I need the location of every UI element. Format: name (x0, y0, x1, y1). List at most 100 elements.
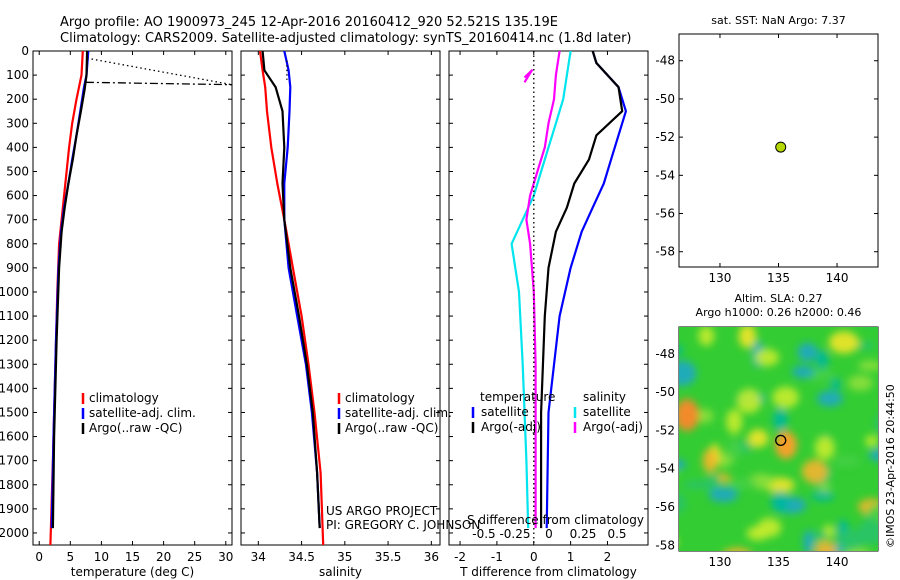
temperature-legend-label: climatology (89, 391, 159, 405)
diff-secondary-tick-label: 0 (545, 527, 553, 541)
sla-blob (725, 547, 750, 551)
sla-map-ytick-label: -56 (655, 500, 675, 514)
sla-blob (738, 327, 757, 349)
depth-tick-label: 600 (6, 189, 29, 203)
sla-blob (801, 459, 828, 484)
sst-map-title: sat. SST: NaN Argo: 7.37 (711, 14, 845, 27)
sla-blob (747, 429, 769, 448)
salinity-xlabel: salinity (319, 565, 362, 579)
temperature-legend-label: Argo(..raw -QC) (89, 421, 182, 435)
sla-map-ytick-label: -58 (655, 538, 675, 552)
sla-map-xtick-label: 135 (767, 555, 790, 569)
sst-float-marker (775, 141, 787, 153)
sla-blob (858, 360, 878, 371)
sst-map-xtick-label: 135 (767, 271, 790, 285)
diff-legend-label: satellite (481, 405, 529, 419)
sla-map-ytick-label: -48 (655, 347, 675, 361)
salinity-legend-label: satellite-adj. clim. (345, 406, 452, 420)
sst-map-ytick-label: -48 (655, 54, 675, 68)
difference-frame (448, 50, 649, 546)
temperature-xtick-label: 15 (125, 550, 140, 564)
project-annotation: US ARGO PROJECT (326, 504, 438, 518)
difference-xtick-label: -1 (491, 550, 503, 564)
sla-blob (728, 478, 758, 489)
temperature-xtick-label: 10 (94, 550, 109, 564)
sla-blob (679, 459, 687, 470)
sla-blob (864, 310, 877, 325)
depth-tick-label: 1400 (0, 381, 29, 395)
temperature-frame (32, 50, 233, 546)
sla-blob (660, 314, 679, 324)
sst-map-ytick-label: -50 (655, 92, 675, 106)
sla-blob (797, 342, 818, 362)
sla-map-xtick-label: 130 (709, 555, 732, 569)
sla-field (660, 310, 878, 551)
sla-blob (814, 540, 837, 551)
depth-tick-label: 1800 (0, 478, 29, 492)
sla-blob (828, 331, 860, 354)
sla-blob (736, 388, 762, 414)
pi-annotation: PI: GREGORY C. JOHNSON (326, 518, 480, 532)
sla-blob (791, 365, 815, 379)
sla-map-title-1: Altim. SLA: 0.27 (734, 292, 822, 305)
depth-tick-label: 200 (6, 92, 29, 106)
sla-blob (811, 491, 835, 501)
temperature-legend-label: satellite-adj. clim. (89, 406, 196, 420)
depth-tick-label: 0 (21, 44, 29, 58)
sla-blob (705, 473, 721, 490)
temperature-series-1 (50, 51, 90, 529)
salinity-xtick-label: 35.5 (375, 550, 402, 564)
salinity-xtick-label: 35 (337, 550, 352, 564)
sla-blobs (660, 310, 878, 551)
difference-xtick-label: 1 (567, 550, 575, 564)
sla-map-title-2: Argo h1000: 0.26 h2000: 0.46 (696, 306, 862, 319)
diff-legend-title-right: salinity (583, 390, 626, 404)
sla-blob (679, 360, 697, 386)
temperature-xtick-label: 20 (156, 550, 171, 564)
depth-tick-label: 1900 (0, 502, 29, 516)
depth-tick-label: 1700 (0, 454, 29, 468)
sla-warm-blob (775, 431, 797, 459)
depth-tick-label: 300 (6, 116, 29, 130)
sla-blob (847, 375, 873, 391)
sla-blob (803, 529, 814, 551)
diff-secondary-tick-label: -0.5 (472, 527, 495, 541)
sla-blob (698, 327, 715, 346)
sla-float-marker (775, 434, 787, 447)
sst-map-xtick-label: 140 (826, 271, 849, 285)
diff-secondary-tick-label: 0.25 (570, 527, 597, 541)
sla-blob (708, 487, 739, 503)
depth-tick-label: 800 (6, 237, 29, 251)
temperature-series-4 (85, 81, 232, 86)
depth-tick-label: 1100 (0, 309, 29, 323)
sla-blob (682, 480, 713, 490)
sla-blob (771, 490, 789, 513)
diff-secondary-xlabel: S difference from climatology (467, 513, 644, 527)
difference-series-0 (545, 51, 628, 529)
sla-map-ytick-label: -50 (655, 385, 675, 399)
difference-series-3 (525, 51, 561, 529)
sla-blob (726, 409, 743, 434)
sla-blob (875, 415, 878, 433)
salinity-frame (240, 50, 441, 546)
depth-tick-label: 1000 (0, 285, 29, 299)
sla-blob (867, 503, 878, 522)
depth-tick-label: 1200 (0, 333, 29, 347)
sla-map-ytick-label: -52 (655, 423, 675, 437)
sla-blob (679, 493, 687, 513)
header-line-1: Argo profile: AO 1900973_245 12-Apr-2016… (60, 15, 558, 30)
salinity-xtick-label: 36 (424, 550, 439, 564)
sla-blob (830, 378, 841, 391)
sla-blob (813, 530, 828, 542)
sla-blob (834, 530, 865, 551)
depth-tick-label: 900 (6, 261, 29, 275)
diff-secondary-tick-label: -0.25 (499, 527, 530, 541)
sla-blob (746, 526, 769, 541)
sla-map-xtick-label: 140 (826, 555, 849, 569)
sst-map-ytick-label: -58 (655, 245, 675, 259)
depth-tick-label: 700 (6, 213, 29, 227)
sst-map-ytick-label: -52 (655, 130, 675, 144)
sla-blob (868, 448, 878, 462)
sla-blob (772, 386, 799, 409)
